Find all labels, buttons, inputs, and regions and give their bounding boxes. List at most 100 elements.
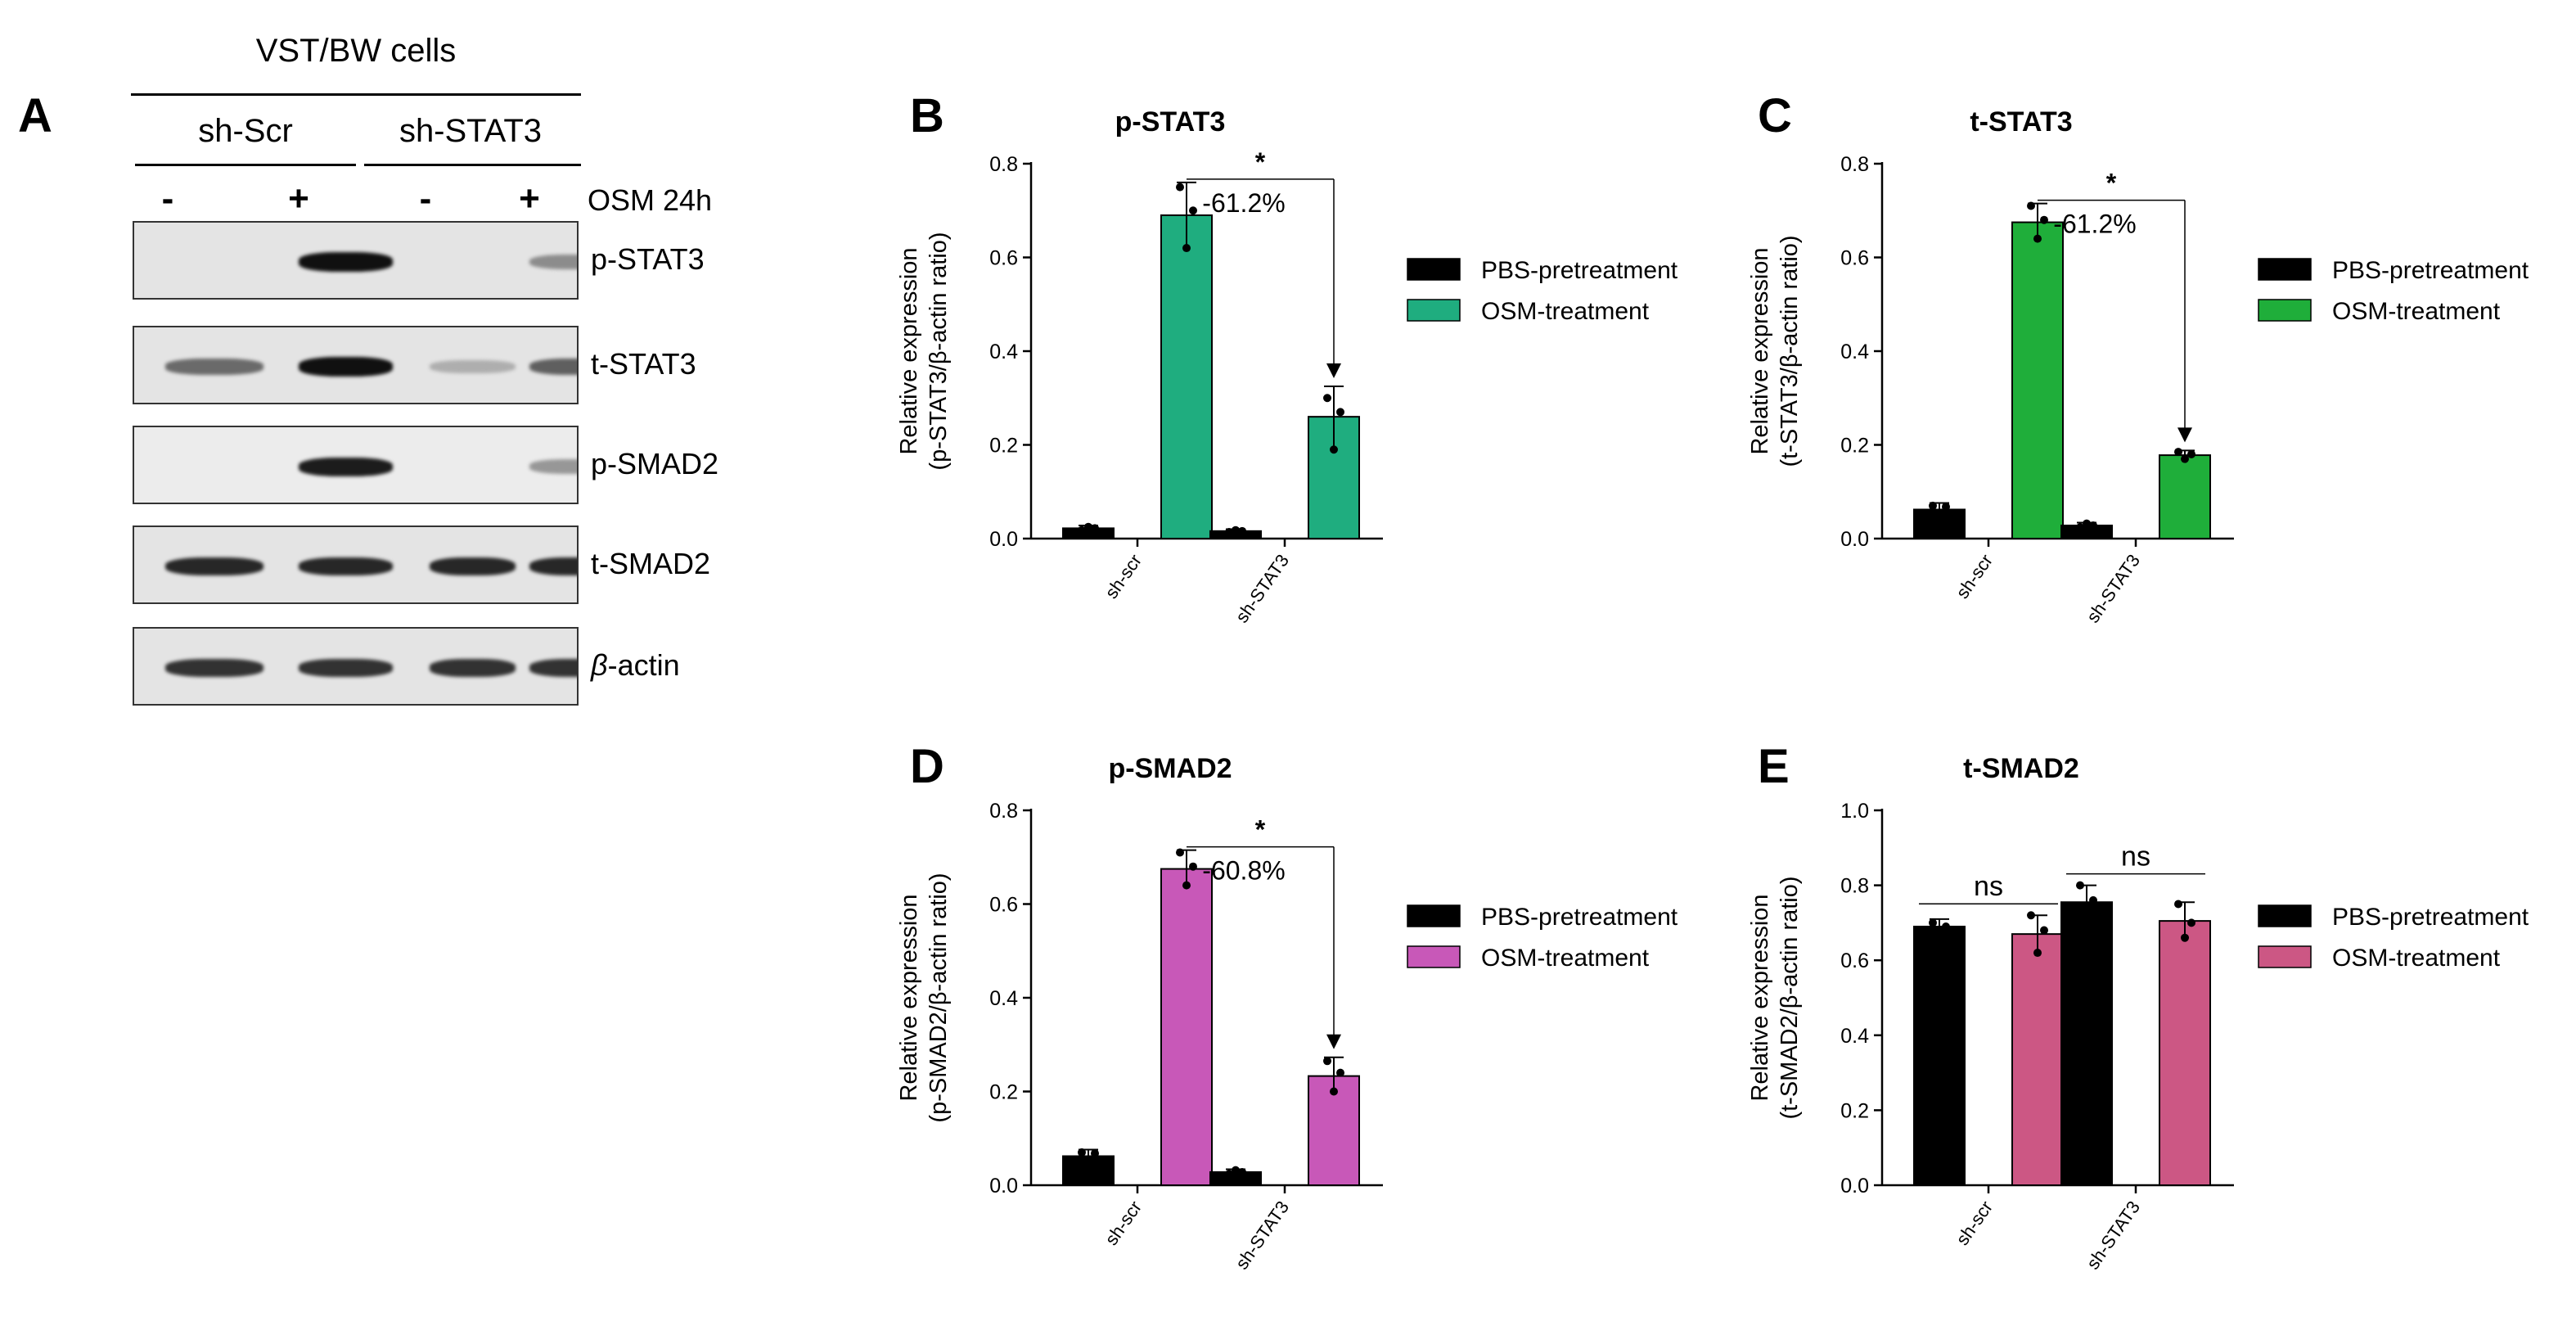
- significance-star: *: [2106, 169, 2117, 198]
- blot-band: [298, 252, 393, 272]
- x-tick-label: sh-scr: [1952, 1197, 1997, 1249]
- legend-swatch: [1407, 904, 1461, 927]
- chart-p-smad2: p-SMAD2 Relative expression (p-SMAD2/β-act…: [896, 753, 1678, 1274]
- chart-title: t-STAT3: [1970, 106, 2072, 138]
- panel-label-d: D: [910, 740, 944, 793]
- data-point: [1336, 408, 1344, 417]
- blot-strip-2: [133, 326, 579, 404]
- blot-band: [298, 457, 393, 476]
- data-point: [2089, 521, 2097, 530]
- blot-row-label: β-actin: [591, 648, 680, 683]
- y-axis-label-line1: Relative expression: [896, 894, 922, 1101]
- data-point: [1232, 1166, 1240, 1175]
- data-point: [1084, 522, 1092, 531]
- data-point: [1225, 1170, 1233, 1179]
- blot-row-label: t-STAT3: [591, 347, 696, 381]
- blot-band: [429, 557, 516, 576]
- y-tick-label: 0.6: [1840, 247, 1869, 270]
- data-point: [1232, 525, 1240, 534]
- x-tick-label: sh-scr: [1101, 551, 1146, 602]
- blot-band: [529, 557, 577, 576]
- x-tick-label: sh-STAT3: [1232, 1197, 1293, 1274]
- data-point: [1182, 881, 1191, 890]
- blot-strip-4: [133, 525, 579, 604]
- data-point: [2076, 881, 2084, 890]
- y-axis-label-line2: (t-SMAD2/β-actin ratio): [1777, 876, 1803, 1119]
- y-tick-label: 0.0: [1840, 528, 1869, 551]
- data-point: [2181, 933, 2189, 942]
- lane-sign-2: +: [288, 178, 309, 219]
- data-point: [1929, 918, 1937, 927]
- data-point: [1942, 503, 1950, 512]
- blot-strip-5: [133, 627, 579, 706]
- blot-band: [429, 659, 516, 677]
- data-point: [1330, 1087, 1338, 1096]
- y-tick-label: 0.2: [989, 1081, 1018, 1104]
- blot-strip-1: [133, 221, 579, 300]
- y-tick-label: 0.8: [989, 153, 1018, 176]
- y-tick-label: 0.0: [989, 528, 1018, 551]
- blot-band: [529, 255, 577, 269]
- legend-swatch: [2258, 945, 2312, 968]
- legend-swatch: [1407, 258, 1461, 281]
- panel-label-a: A: [18, 89, 52, 142]
- y-axis-label-line1: Relative expression: [1747, 894, 1773, 1101]
- ns-label: ns: [1974, 871, 2003, 902]
- x-tick-label: sh-scr: [1952, 551, 1997, 602]
- data-point: [1189, 862, 1197, 871]
- y-tick-label: 0.4: [989, 987, 1018, 1010]
- blot-band: [529, 459, 577, 474]
- y-axis-label-line1: Relative expression: [896, 247, 922, 454]
- panel-label-e: E: [1758, 740, 1790, 793]
- y-axis-label-line2: (t-STAT3/β-actin ratio): [1777, 235, 1803, 467]
- data-point: [1091, 1149, 1099, 1158]
- legend-swatch: [1407, 299, 1461, 322]
- lane-sign-1: -: [161, 178, 174, 219]
- legend-label: OSM-treatment: [1481, 298, 1650, 325]
- comparison-arrowhead: [1326, 363, 1341, 378]
- significance-star: *: [1255, 815, 1266, 845]
- bar-pbs-pretreatment-sh-scr: [1062, 1155, 1115, 1187]
- data-point: [1176, 848, 1184, 857]
- legend-label: OSM-treatment: [2332, 945, 2501, 972]
- legend-swatch: [2258, 258, 2312, 281]
- data-point: [1336, 1068, 1344, 1077]
- percent-change-label: -61.2%: [1202, 188, 1285, 218]
- legend-swatch: [2258, 904, 2312, 927]
- data-point: [1189, 206, 1197, 215]
- blot-band: [298, 357, 393, 377]
- data-point: [1935, 511, 1943, 520]
- legend-swatch: [2258, 299, 2312, 322]
- blot-band: [298, 659, 393, 677]
- data-point: [1929, 501, 1937, 510]
- ns-label: ns: [2121, 841, 2150, 873]
- data-point: [2174, 900, 2182, 909]
- data-point: [2027, 911, 2035, 920]
- blot-row-label: p-STAT3: [591, 242, 705, 276]
- x-tick-label: sh-STAT3: [2083, 1197, 2144, 1274]
- blot-treatment-label: OSM 24h: [588, 183, 713, 217]
- y-tick-label: 0.2: [989, 435, 1018, 458]
- data-point: [2083, 519, 2091, 528]
- lane-sign-3: -: [419, 178, 432, 219]
- legend-label: PBS-pretreatment: [2332, 257, 2529, 284]
- blot-row-label: p-SMAD2: [591, 447, 719, 480]
- data-point: [1078, 1148, 1086, 1157]
- blot-group-sh-scr: sh-Scr: [198, 113, 293, 149]
- data-point: [2040, 215, 2048, 224]
- data-point: [2040, 926, 2048, 935]
- y-tick-label: 0.8: [1840, 875, 1869, 898]
- bar-osm-treatment-sh-scr: [2011, 933, 2064, 1186]
- data-point: [1238, 1167, 1246, 1176]
- bar-osm-treatment-sh-STAT3: [2159, 920, 2211, 1187]
- bar-osm-treatment-sh-STAT3: [2159, 454, 2211, 539]
- legend-label: OSM-treatment: [2332, 298, 2501, 325]
- blot-row-label-text: -actin: [607, 648, 680, 682]
- y-tick-label: 0.4: [1840, 341, 1869, 363]
- y-tick-label: 0.6: [989, 894, 1018, 917]
- data-point: [1078, 525, 1086, 534]
- beta-symbol: β: [591, 648, 608, 682]
- data-point: [1942, 922, 1950, 931]
- blot-band: [529, 359, 577, 375]
- x-tick-label: sh-scr: [1101, 1197, 1146, 1249]
